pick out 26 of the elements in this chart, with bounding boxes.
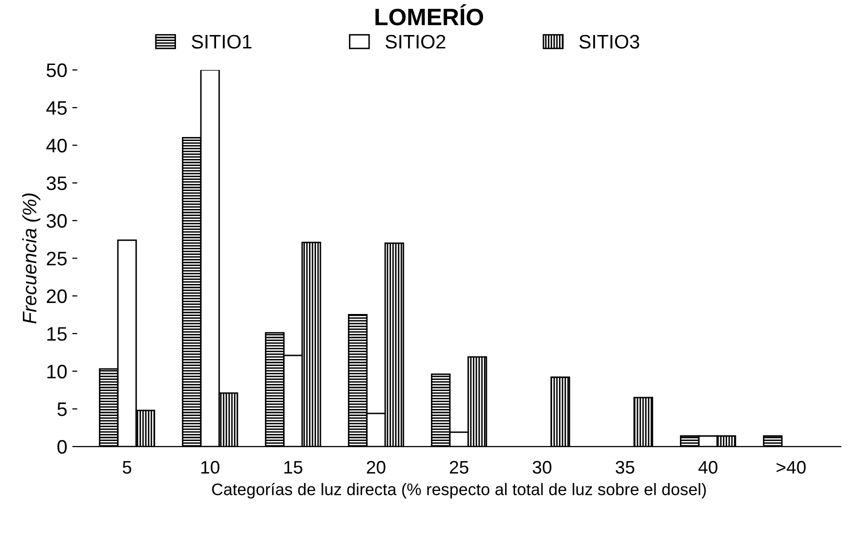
x-tick-label: >40: [776, 460, 806, 474]
y-tick-label: 40: [46, 138, 67, 152]
x-tick-label: 25: [450, 460, 468, 474]
y-tick-label: 20: [46, 289, 67, 304]
y-tick-label: 50: [46, 63, 67, 78]
legend-label: SITIO1: [192, 34, 252, 49]
y-tick-label: 35: [46, 176, 67, 190]
x-axis-title: Categorías de luz directa (% respecto al total de luz sobre el dosel): [212, 482, 706, 499]
y-tick-label: 25: [46, 252, 67, 266]
x-tick-label: 40: [698, 460, 718, 474]
y-tick-label: 30: [46, 214, 67, 228]
legend-label: SITIO2: [386, 34, 446, 49]
y-tick-label: 45: [46, 101, 67, 115]
y-axis-title: Frecuencia (%): [22, 193, 40, 324]
y-tick-label: 10: [47, 364, 67, 378]
x-tick-label: 35: [616, 460, 634, 474]
x-tick-label: 10: [201, 460, 220, 474]
y-tick-label: 5: [57, 402, 67, 416]
y-tick-label: 15: [47, 327, 67, 341]
x-tick-label: 20: [366, 460, 386, 474]
x-tick-label: 5: [122, 461, 132, 474]
chart-title: LOMERÍO: [375, 4, 484, 26]
x-tick-label: 30: [532, 460, 552, 474]
legend-label: SITIO3: [579, 34, 640, 49]
x-tick-label: 15: [284, 461, 302, 474]
y-tick-label: 0: [57, 440, 67, 454]
